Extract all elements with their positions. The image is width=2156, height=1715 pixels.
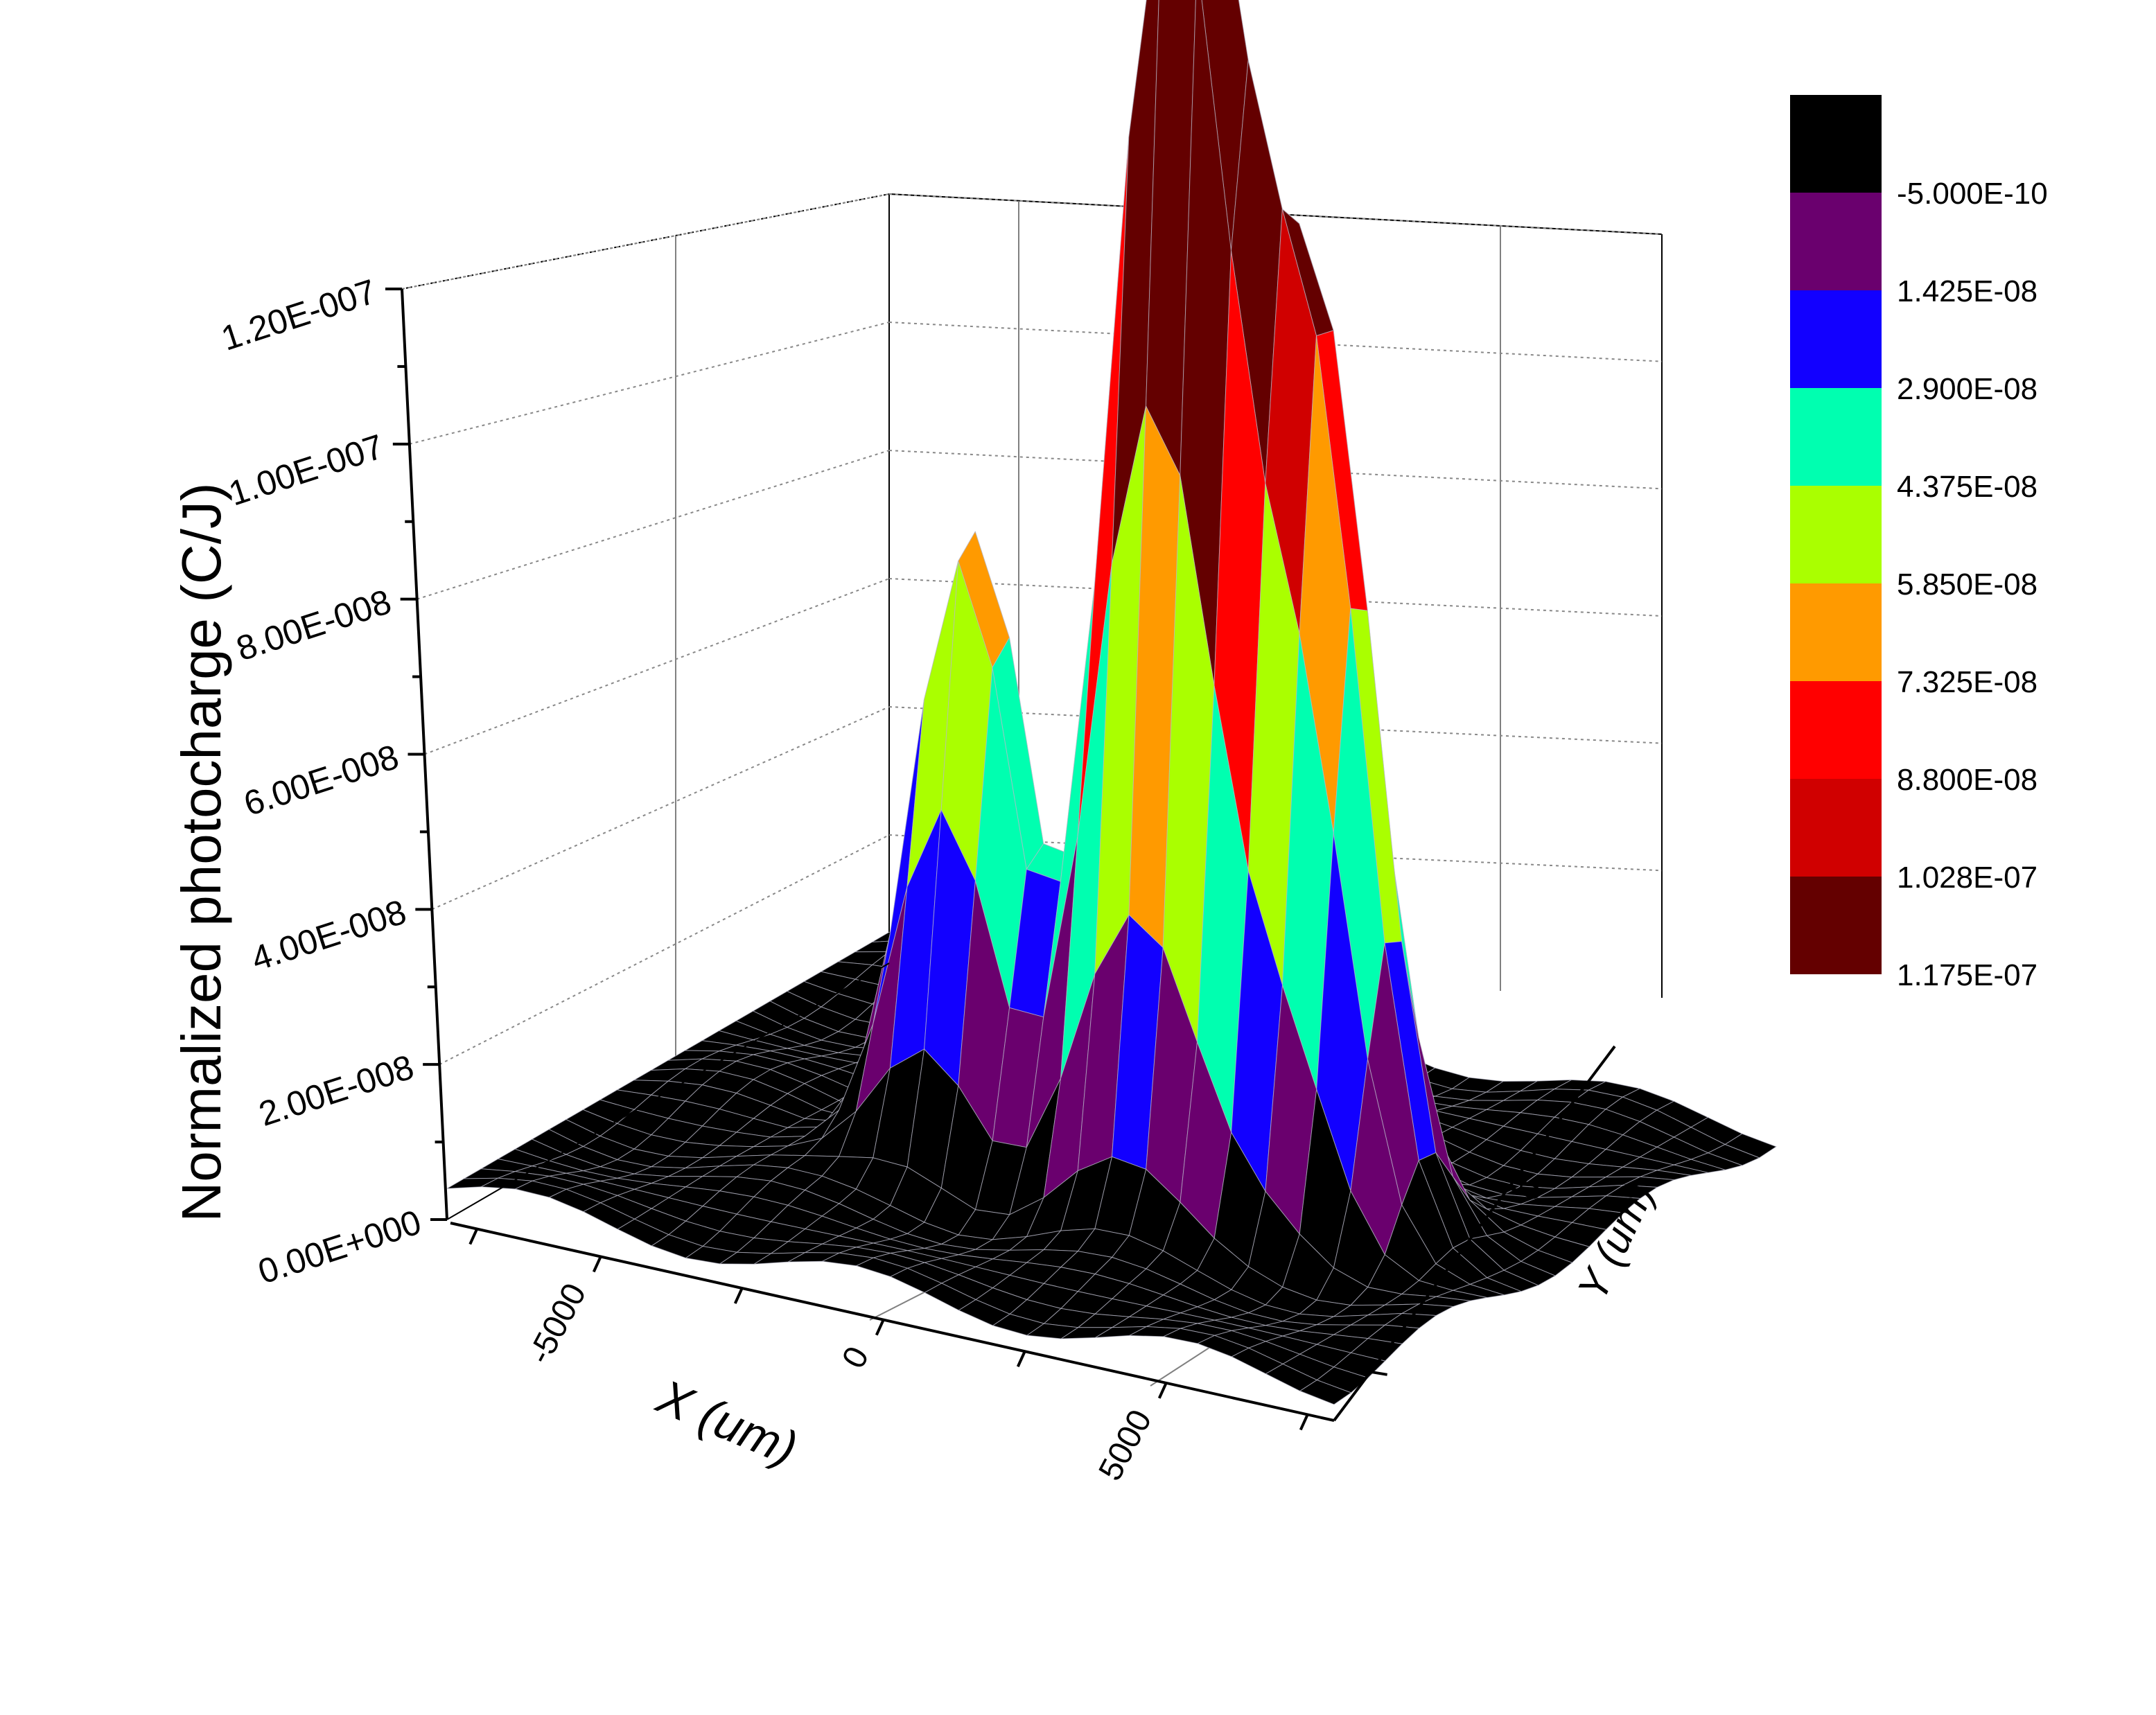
colorbar-level-label: 2.900E-08 [1897, 372, 2037, 406]
x-tick-label: 0 [835, 1341, 876, 1374]
x-tick-label: -5000 [521, 1278, 593, 1370]
y-tick-mark [1507, 1187, 1525, 1193]
surface-plot [446, 0, 1778, 1405]
colorbar-swatch [1790, 290, 1882, 388]
z-tick-label: 2.00E-008 [254, 1047, 419, 1134]
z-tick-label: 8.00E-008 [231, 582, 396, 669]
colorbar-swatch [1790, 681, 1882, 779]
back-wall-left [402, 194, 889, 1220]
x-axis-title: X (um) [649, 1369, 805, 1476]
color-scale-legend: -5.000E-10 1.425E-08 2.900E-08 4.375E-08 5.8… [1790, 95, 2048, 992]
grid-line [417, 450, 890, 600]
z-tick-label: 4.00E-008 [247, 892, 411, 979]
x-tick-mark [875, 1319, 885, 1336]
colorbar-level-label: 5.850E-08 [1897, 568, 2037, 601]
z-axis-title: Normalized photocharge (C/J) [170, 482, 232, 1222]
y-tick-mark [1575, 1097, 1593, 1103]
colorbar-swatch [1790, 877, 1882, 974]
x-tick-mark [468, 1228, 479, 1245]
y-axis-line [1333, 1045, 1616, 1422]
x-tick-mark [1016, 1351, 1026, 1368]
grid-line [409, 322, 890, 445]
colorbar-swatch [1790, 388, 1882, 486]
grid-line [431, 706, 890, 911]
z-tick-label: 1.20E-007 [217, 272, 381, 358]
x-tick-mark [592, 1256, 602, 1273]
floor-back-edge [446, 962, 890, 1220]
grid-line [424, 578, 890, 755]
z-tick-label: 6.00E-008 [239, 737, 403, 824]
colorbar-swatch [1790, 486, 1882, 583]
colorbar-level-label: 1.028E-07 [1897, 861, 2037, 895]
x-tick-label: 5000 [1092, 1404, 1159, 1486]
surface-patch [1299, 1380, 1352, 1405]
colorbar-swatch [1790, 193, 1882, 290]
colorbar-swatch [1790, 779, 1882, 877]
z-tick-label: 0.00E+000 [254, 1202, 426, 1291]
colorbar-swatch [1790, 95, 1882, 193]
colorbar-level-label: 1.175E-07 [1897, 958, 2037, 992]
colorbar-level-label: 8.800E-08 [1897, 763, 2037, 797]
y-tick-mark [1370, 1370, 1387, 1376]
x-tick-mark [1157, 1382, 1168, 1399]
z-tick-label: 1.00E-007 [224, 427, 388, 513]
x-tick-mark [733, 1287, 744, 1304]
x-axis-line [450, 1222, 1335, 1422]
colorbar-level-label: -5.000E-10 [1897, 177, 2048, 211]
grid-line [401, 193, 890, 290]
colorbar-level-label: 1.425E-08 [1897, 274, 2037, 308]
y-tick-mark [1437, 1281, 1455, 1287]
colorbar-swatch [1790, 583, 1882, 681]
colorbar-level-label: 4.375E-08 [1897, 470, 2037, 504]
x-tick-mark [1299, 1414, 1309, 1431]
colorbar-level-label: 7.325E-08 [1897, 665, 2037, 699]
